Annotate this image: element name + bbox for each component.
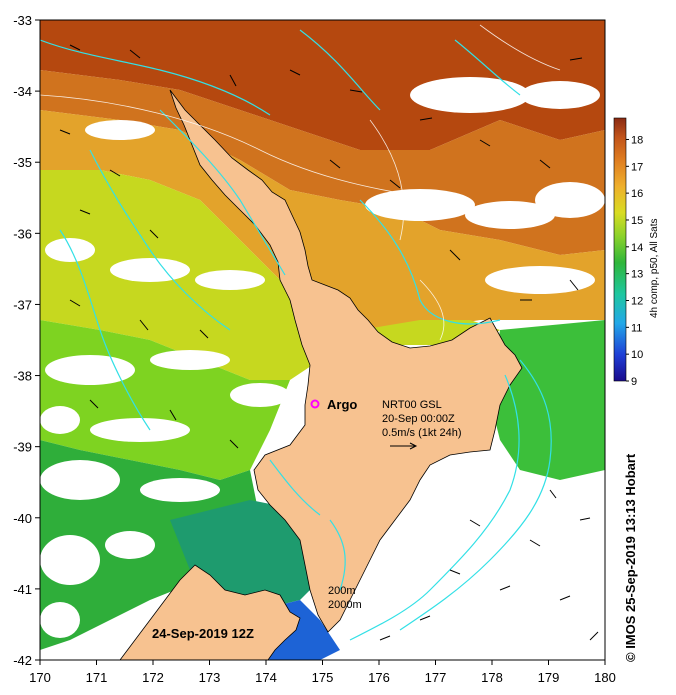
colorbar-tick-label: 14 [631, 242, 643, 254]
lon-tick-label: 178 [481, 670, 503, 685]
colorbar-tick-label: 18 [631, 134, 643, 146]
lon-tick-label: 174 [255, 670, 277, 685]
south-island-land [119, 564, 301, 660]
lat-tick-label: -33 [13, 13, 32, 28]
lon-axis: 170 171 172 173 174 175 176 177 178 179 180 [29, 660, 616, 685]
lat-axis: -33 -34 -35 -36 -37 -38 -39 -40 -41 -42 [13, 13, 40, 668]
lon-tick-label: 175 [312, 670, 334, 685]
lat-tick-label: -40 [13, 511, 32, 526]
colorbar-tick-label: 16 [631, 188, 643, 200]
colorbar-tick-label: 17 [631, 161, 643, 173]
lon-tick-label: 176 [368, 670, 390, 685]
lat-tick-label: -34 [13, 84, 32, 99]
map-plot-area: Argo NRT00 GSL 20-Sep 00:00Z 0.5m/s (1kt… [40, 20, 605, 660]
lon-tick-label: 177 [425, 670, 447, 685]
colorbar-gradient [613, 117, 627, 382]
isobath-contours [40, 29, 552, 641]
credit-label: © IMOS 25-Sep-2019 13:13 Hobart [623, 453, 638, 662]
lat-tick-label: -36 [13, 226, 32, 241]
vector-source-label: NRT00 GSL [382, 399, 442, 411]
lat-tick-label: -38 [13, 369, 32, 384]
lat-tick-label: -42 [13, 653, 32, 668]
lon-tick-label: 170 [29, 670, 51, 685]
lat-tick-label: -37 [13, 297, 32, 312]
lat-tick-label: -41 [13, 582, 32, 597]
current-vectors [59, 44, 599, 641]
argo-float-marker [310, 399, 320, 409]
vector-scale-label: 0.5m/s (1kt 24h) [382, 427, 461, 439]
lon-tick-label: 179 [538, 670, 560, 685]
colorbar-tick-label: 9 [631, 376, 637, 388]
colorbar-tick-label: 10 [631, 349, 643, 361]
isobath-2000m-label: 2000m [328, 599, 362, 611]
sst-contours [40, 24, 561, 341]
north-island-land [169, 89, 523, 633]
lon-tick-label: 180 [594, 670, 616, 685]
colorbar-title: 4h comp, p50, All Sats [649, 218, 660, 318]
sst-very-warm-region [40, 20, 605, 150]
vector-time-label: 20-Sep 00:00Z [382, 413, 455, 425]
lat-tick-label: -39 [13, 440, 32, 455]
colorbar-tick-label: 11 [631, 322, 642, 334]
colorbar-tick-label: 15 [631, 215, 643, 227]
lon-tick-label: 173 [199, 670, 221, 685]
cloud-gaps [40, 77, 605, 638]
sst-mid-warm-region [40, 110, 605, 340]
vector-scale-arrow [390, 442, 418, 450]
lat-tick-label: -35 [13, 155, 32, 170]
sst-mild-region [40, 170, 340, 380]
colorbar-tick-label: 13 [631, 269, 643, 281]
isobath-200m-label: 200m [328, 585, 356, 597]
lon-tick-label: 172 [142, 670, 164, 685]
map-date-label: 24-Sep-2019 12Z [152, 626, 254, 641]
colorbar: 18 17 16 15 14 13 12 11 10 9 4h comp, p50, All Sa… [613, 117, 660, 388]
argo-label: Argo [327, 397, 357, 412]
colorbar-tick-label: 12 [631, 295, 643, 307]
colorbar-ticks: 18 17 16 15 14 13 12 11 10 9 [626, 134, 643, 388]
lon-tick-label: 171 [86, 670, 108, 685]
